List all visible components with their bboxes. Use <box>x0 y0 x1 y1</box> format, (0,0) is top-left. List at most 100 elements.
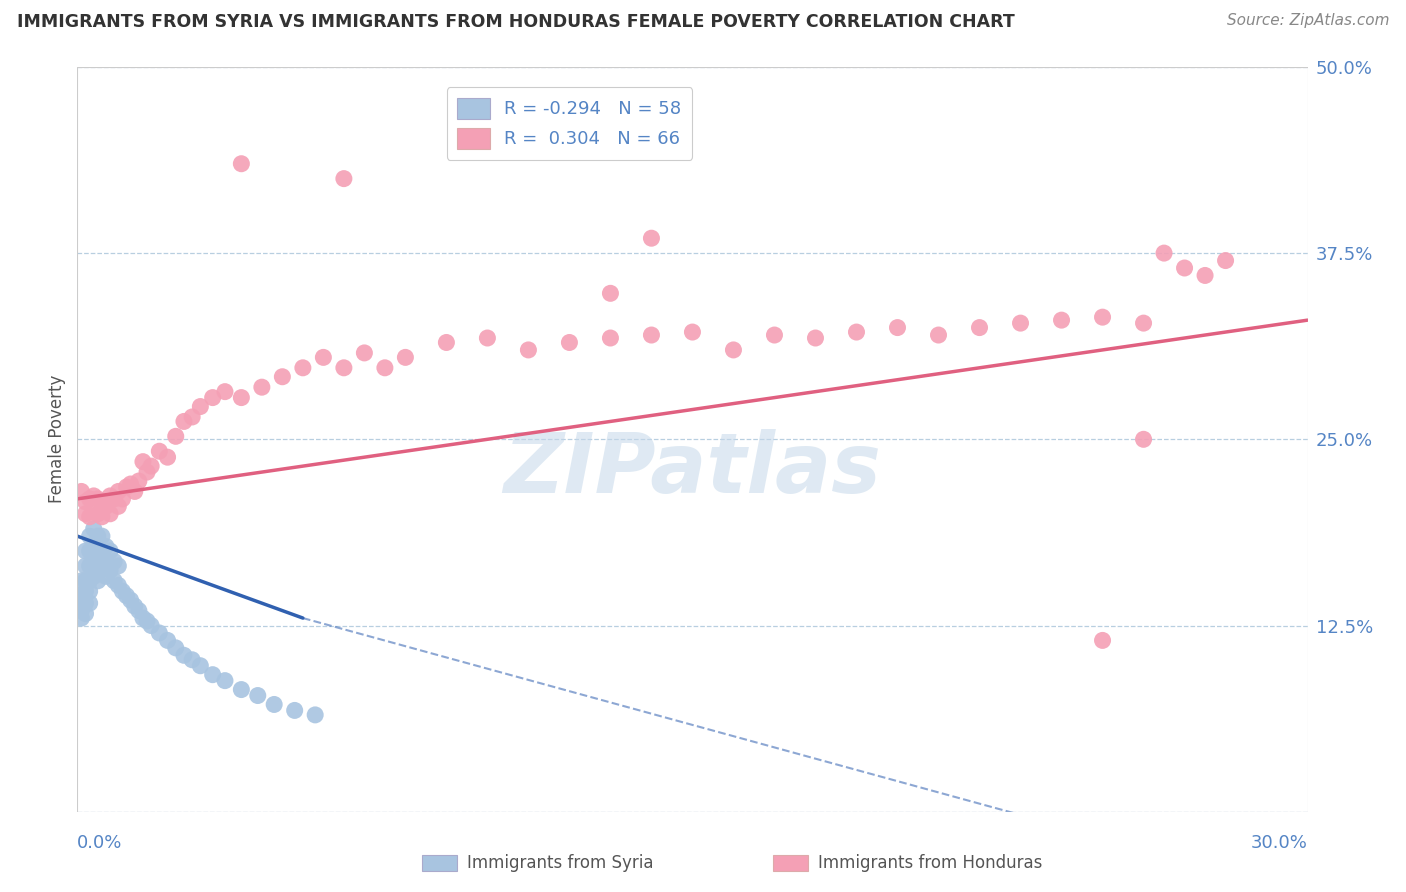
Point <box>231 391 253 405</box>
Text: Source: ZipAtlas.com: Source: ZipAtlas.com <box>1226 13 1389 29</box>
Point <box>517 343 540 357</box>
Point <box>98 544 121 558</box>
Point <box>173 414 195 428</box>
Point <box>107 500 129 514</box>
Point <box>136 614 159 628</box>
Point <box>1132 433 1154 447</box>
Point <box>111 584 134 599</box>
Point <box>291 360 314 375</box>
Text: Immigrants from Syria: Immigrants from Syria <box>467 855 654 872</box>
Point <box>436 335 458 350</box>
Point <box>87 544 110 558</box>
Point <box>115 589 138 603</box>
Point <box>165 429 187 443</box>
Point <box>271 369 294 384</box>
Point <box>333 360 356 375</box>
Point <box>1132 316 1154 330</box>
Point <box>70 611 93 625</box>
Point <box>886 320 908 334</box>
Point <box>214 384 236 399</box>
Point <box>70 484 93 499</box>
Point <box>124 484 146 499</box>
Point <box>928 328 950 343</box>
Point <box>156 633 179 648</box>
Point <box>141 618 163 632</box>
Point <box>87 529 110 543</box>
Point <box>394 351 416 365</box>
Point <box>250 380 273 394</box>
Point <box>804 331 827 345</box>
Point <box>120 477 142 491</box>
Y-axis label: Female Poverty: Female Poverty <box>48 376 66 503</box>
Point <box>79 509 101 524</box>
Point <box>1194 268 1216 283</box>
Point <box>214 673 236 688</box>
Point <box>79 491 101 506</box>
Point <box>90 509 114 524</box>
Point <box>231 682 253 697</box>
Point <box>599 331 621 345</box>
Point <box>107 578 129 592</box>
Point <box>1215 253 1237 268</box>
Point <box>70 604 93 618</box>
Point <box>83 554 105 568</box>
Point <box>1174 260 1197 275</box>
Text: Immigrants from Honduras: Immigrants from Honduras <box>818 855 1043 872</box>
Legend: R = -0.294   N = 58, R =  0.304   N = 66: R = -0.294 N = 58, R = 0.304 N = 66 <box>447 87 692 160</box>
Point <box>94 500 117 514</box>
Point <box>103 554 125 568</box>
Point <box>640 328 662 343</box>
Point <box>599 286 621 301</box>
Point <box>90 529 114 543</box>
Point <box>477 127 499 141</box>
Point <box>87 507 110 521</box>
Point <box>181 653 204 667</box>
Point <box>90 495 114 509</box>
Point <box>98 489 121 503</box>
Point <box>201 667 224 681</box>
Point <box>477 331 499 345</box>
Point <box>165 640 187 655</box>
Point <box>246 689 269 703</box>
Point <box>103 574 125 588</box>
Point <box>111 491 134 506</box>
Point <box>1091 310 1114 325</box>
Point <box>188 400 212 414</box>
Point <box>83 504 105 518</box>
Point <box>103 491 125 506</box>
Point <box>107 558 129 573</box>
Point <box>75 495 97 509</box>
Point <box>83 522 105 536</box>
Point <box>79 558 101 573</box>
Point <box>156 450 179 465</box>
Point <box>87 574 110 588</box>
Point <box>75 596 97 610</box>
Point <box>94 569 117 583</box>
Point <box>87 558 110 573</box>
Point <box>87 491 110 506</box>
Point <box>75 607 97 621</box>
Text: 0.0%: 0.0% <box>77 834 122 852</box>
Point <box>128 474 150 488</box>
Point <box>558 335 581 350</box>
Point <box>1153 246 1175 260</box>
Point <box>79 544 101 558</box>
Point <box>132 455 155 469</box>
Point <box>75 507 97 521</box>
Point <box>79 596 101 610</box>
Text: IMMIGRANTS FROM SYRIA VS IMMIGRANTS FROM HONDURAS FEMALE POVERTY CORRELATION CHA: IMMIGRANTS FROM SYRIA VS IMMIGRANTS FROM… <box>17 13 1015 31</box>
Point <box>128 604 150 618</box>
Point <box>70 596 93 610</box>
Point <box>115 480 138 494</box>
Point <box>188 658 212 673</box>
Point <box>90 544 114 558</box>
Point <box>374 360 396 375</box>
Point <box>75 574 97 588</box>
Point <box>94 554 117 568</box>
Point <box>98 507 121 521</box>
Point <box>70 589 93 603</box>
Point <box>640 231 662 245</box>
Point <box>201 391 224 405</box>
Point <box>148 626 170 640</box>
Point <box>75 544 97 558</box>
